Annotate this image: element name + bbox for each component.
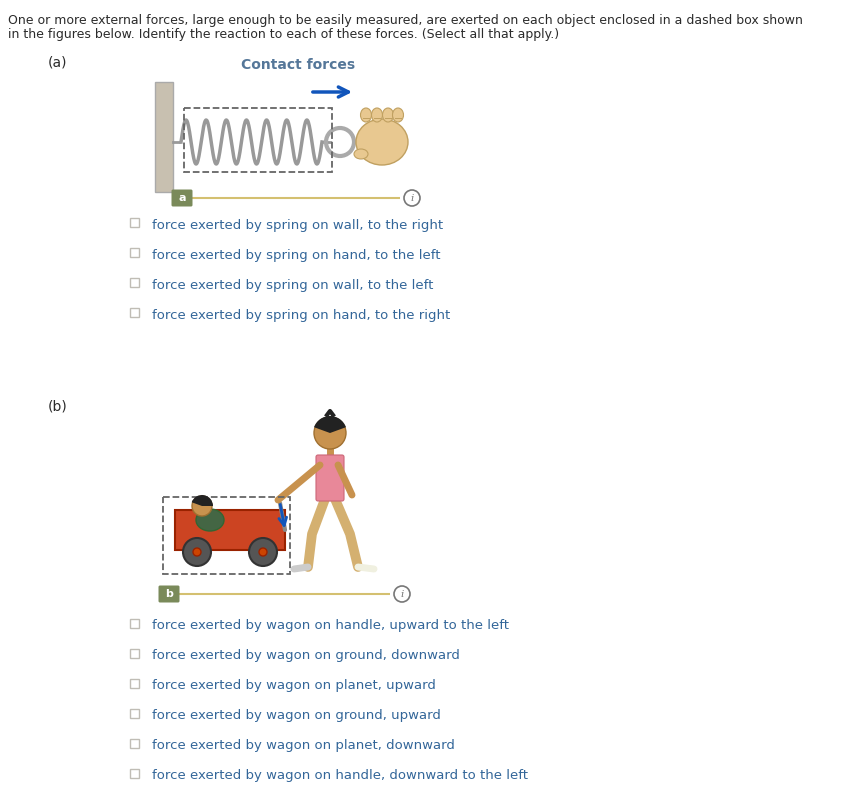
Ellipse shape: [354, 149, 368, 159]
Text: a: a: [178, 193, 186, 203]
Bar: [130, 278, 139, 287]
FancyBboxPatch shape: [172, 189, 192, 207]
Circle shape: [259, 548, 267, 556]
Circle shape: [192, 496, 212, 516]
Text: force exerted by wagon on ground, upward: force exerted by wagon on ground, upward: [152, 710, 441, 722]
Ellipse shape: [360, 108, 371, 122]
Text: i: i: [400, 590, 404, 599]
Text: force exerted by wagon on handle, downward to the left: force exerted by wagon on handle, downwa…: [152, 770, 528, 782]
Text: force exerted by spring on hand, to the right: force exerted by spring on hand, to the …: [152, 309, 450, 322]
Bar: [155, 82, 173, 192]
Bar: [130, 679, 139, 688]
Bar: [130, 218, 139, 227]
Circle shape: [249, 538, 277, 566]
Text: force exerted by spring on hand, to the left: force exerted by spring on hand, to the …: [152, 249, 440, 261]
Wedge shape: [191, 495, 213, 506]
Text: Contact forces: Contact forces: [241, 58, 355, 72]
Bar: [130, 739, 139, 748]
Text: (a): (a): [48, 55, 67, 69]
Text: force exerted by spring on wall, to the left: force exerted by spring on wall, to the …: [152, 279, 434, 291]
Ellipse shape: [196, 509, 224, 531]
Ellipse shape: [371, 108, 382, 122]
FancyBboxPatch shape: [158, 585, 179, 603]
Text: force exerted by wagon on planet, downward: force exerted by wagon on planet, downwa…: [152, 740, 455, 752]
Circle shape: [193, 548, 201, 556]
Bar: [184, 108, 332, 172]
Text: in the figures below. Identify the reaction to each of these forces. (Select all: in the figures below. Identify the react…: [8, 28, 559, 41]
Text: One or more external forces, large enough to be easily measured, are exerted on : One or more external forces, large enoug…: [8, 14, 803, 27]
Text: force exerted by wagon on planet, upward: force exerted by wagon on planet, upward: [152, 680, 436, 692]
Bar: [130, 308, 139, 317]
Ellipse shape: [393, 108, 404, 122]
Text: force exerted by wagon on ground, downward: force exerted by wagon on ground, downwa…: [152, 649, 460, 662]
Text: i: i: [411, 194, 414, 203]
Bar: [130, 619, 139, 628]
Text: b: b: [165, 589, 173, 599]
Text: force exerted by spring on wall, to the right: force exerted by spring on wall, to the …: [152, 219, 443, 231]
Bar: [130, 649, 139, 658]
FancyBboxPatch shape: [316, 455, 344, 501]
Wedge shape: [314, 416, 346, 433]
Text: (b): (b): [48, 400, 68, 414]
Circle shape: [314, 417, 346, 449]
Text: force exerted by wagon on handle, upward to the left: force exerted by wagon on handle, upward…: [152, 619, 509, 633]
Bar: [130, 248, 139, 257]
Bar: [130, 709, 139, 718]
Bar: [175, 510, 285, 550]
Ellipse shape: [356, 119, 408, 165]
Bar: [130, 769, 139, 778]
Circle shape: [183, 538, 211, 566]
Bar: [163, 497, 290, 574]
Ellipse shape: [382, 108, 394, 122]
